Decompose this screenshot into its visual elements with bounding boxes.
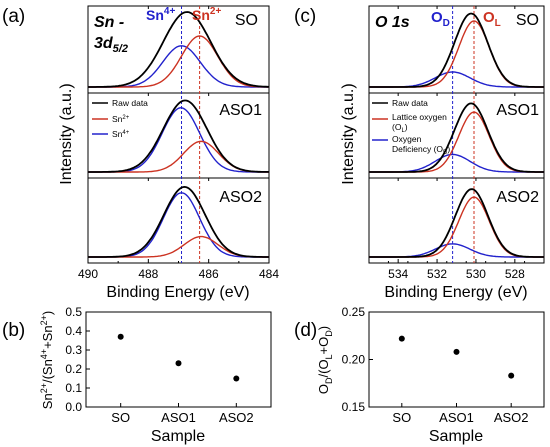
d-y-tick-label: 0.15 [342,400,366,414]
a-aso1-curve [88,140,269,173]
c-aso1-curve [369,153,544,173]
d-data-point [508,372,515,379]
b-data-point [233,375,240,382]
panel-a-ylabel: Intensity (a.u.) [58,83,75,184]
panel-d-ylabel: OD/(OL+OD) [316,326,334,394]
b-y-tick-label: 0.0 [65,400,82,414]
a-x-tick-label: 484 [259,267,279,281]
panel-b: 0.0 0.1 0.2 0.3 0.4 0.5 SO ASO1 ASO2 Sample Sn2… [39,305,272,445]
b-y-tick-label: 0.5 [65,305,82,319]
d-x-tick-label: ASO1 [439,410,474,425]
b-y-tick-label: 0.3 [65,343,82,357]
b-data-point [175,360,182,367]
panel-a: 490 488 486 484 Binding Energy (eV) Intensi… [58,5,279,301]
d-x-tick-label: ASO2 [494,410,529,425]
panel-b-y-ticks: 0.0 0.1 0.2 0.3 0.4 0.5 [65,305,90,414]
a-aso2-curve [88,185,269,258]
panel-c-legend: Raw data Lattice oxygen (OL) Oxygen Defi… [372,98,450,156]
panel-a-aso2-label: ASO2 [219,189,262,206]
a-aso1-curve [88,99,270,173]
a-x-tick-label: 486 [199,267,219,281]
panel-a-so-label: SO [235,12,258,29]
panel-c: 534 532 530 528 Binding Energy (eV) Intensi… [340,5,545,301]
panel-a-reference-lines [181,6,201,263]
panel-c-ol-label: OL [483,9,501,29]
panel-c-aso2-label: ASO2 [496,189,539,206]
b-y-tick-label: 0.4 [65,324,82,338]
panel-c-title: O 1s [375,14,410,31]
panel-d: 0.15 0.20 0.25 SO ASO1 ASO2 Sample OD/(OL+OD… [316,305,545,445]
legend-deficiency-label-line2: Deficiency (OD) [392,144,450,156]
panel-b-xlabel: Sample [151,428,205,445]
a-so-curve [88,35,269,88]
panel-a-aso1-label: ASO1 [219,102,262,119]
panel-c-frame [368,5,545,264]
c-aso1-curve [369,102,544,173]
panel-c-x-ticks: 534 532 530 528 [368,6,545,281]
b-x-tick-label: ASO2 [219,410,254,425]
c-x-tick-label: 532 [427,267,447,281]
panel-c-od-label: OD [431,9,450,29]
d-y-tick-label: 0.25 [342,305,366,319]
legend-lattice-label-line2: (OL) [392,122,408,134]
panel-label-a: (a) [2,6,25,27]
a-aso2-curve [88,235,269,258]
panel-d-frame [368,311,545,408]
legend-sn2-label: Sn2+ [112,114,130,124]
panel-label-d: (d) [294,320,317,341]
panel-c-so-label: SO [516,12,539,29]
panel-b-frame [85,311,272,408]
panel-b-ylabel: Sn2+/(Sn4++Sn2+) [39,311,55,409]
legend-deficiency-label: Oxygen [392,134,422,144]
panel-c-ylabel: Intensity (a.u.) [340,83,357,184]
panel-d-x-ticks: SO ASO1 ASO2 [392,403,529,425]
d-data-point [453,348,460,355]
panel-c-curves [369,12,544,258]
panel-a-title: Sn - [94,14,124,31]
d-y-tick-label: 0.20 [342,353,366,367]
panel-b-points [117,333,240,382]
d-data-point [398,335,405,342]
panel-a-title-line2: 3d5/2 [94,35,128,55]
panel-b-x-ticks: SO ASO1 ASO2 [111,403,254,425]
a-x-tick-label: 488 [138,267,158,281]
panel-d-xlabel: Sample [429,428,483,445]
b-x-tick-label: ASO1 [161,410,196,425]
d-x-tick-label: SO [392,410,411,425]
panel-a-x-ticks: 490 488 486 484 [78,6,279,281]
panel-a-sn2-label: Sn2+ [192,6,221,23]
panel-a-curves [88,11,270,258]
panel-c-reference-lines [452,6,475,263]
c-x-tick-label: 534 [388,267,408,281]
panel-label-b: (b) [2,320,25,341]
a-x-tick-label: 490 [78,267,98,281]
c-aso2-curve [369,196,544,258]
panel-d-y-ticks: 0.15 0.20 0.25 [342,305,373,414]
b-y-tick-label: 0.1 [65,381,82,395]
panel-a-xlabel: Binding Energy (eV) [106,284,249,301]
legend-raw-label: Raw data [392,98,428,108]
panel-a-legend: Raw data Sn2+ Sn4+ [92,98,148,139]
b-y-tick-label: 0.2 [65,362,82,376]
panel-a-sn4-label: Sn4+ [146,6,175,23]
legend-raw-label: Raw data [112,98,148,108]
panel-c-xlabel: Binding Energy (eV) [384,284,527,301]
panel-c-aso1-label: ASO1 [496,102,539,119]
b-data-point [117,333,124,340]
c-so-curve [369,12,544,88]
panel-d-points [398,335,515,379]
legend-sn4-label: Sn4+ [112,129,130,139]
c-x-tick-label: 528 [505,267,525,281]
panel-label-c: (c) [294,6,316,27]
c-aso2-curve [369,188,544,258]
legend-lattice-label: Lattice oxygen [392,112,447,122]
b-x-tick-label: SO [111,410,130,425]
a-so-curve [88,11,269,88]
c-x-tick-label: 530 [466,267,486,281]
